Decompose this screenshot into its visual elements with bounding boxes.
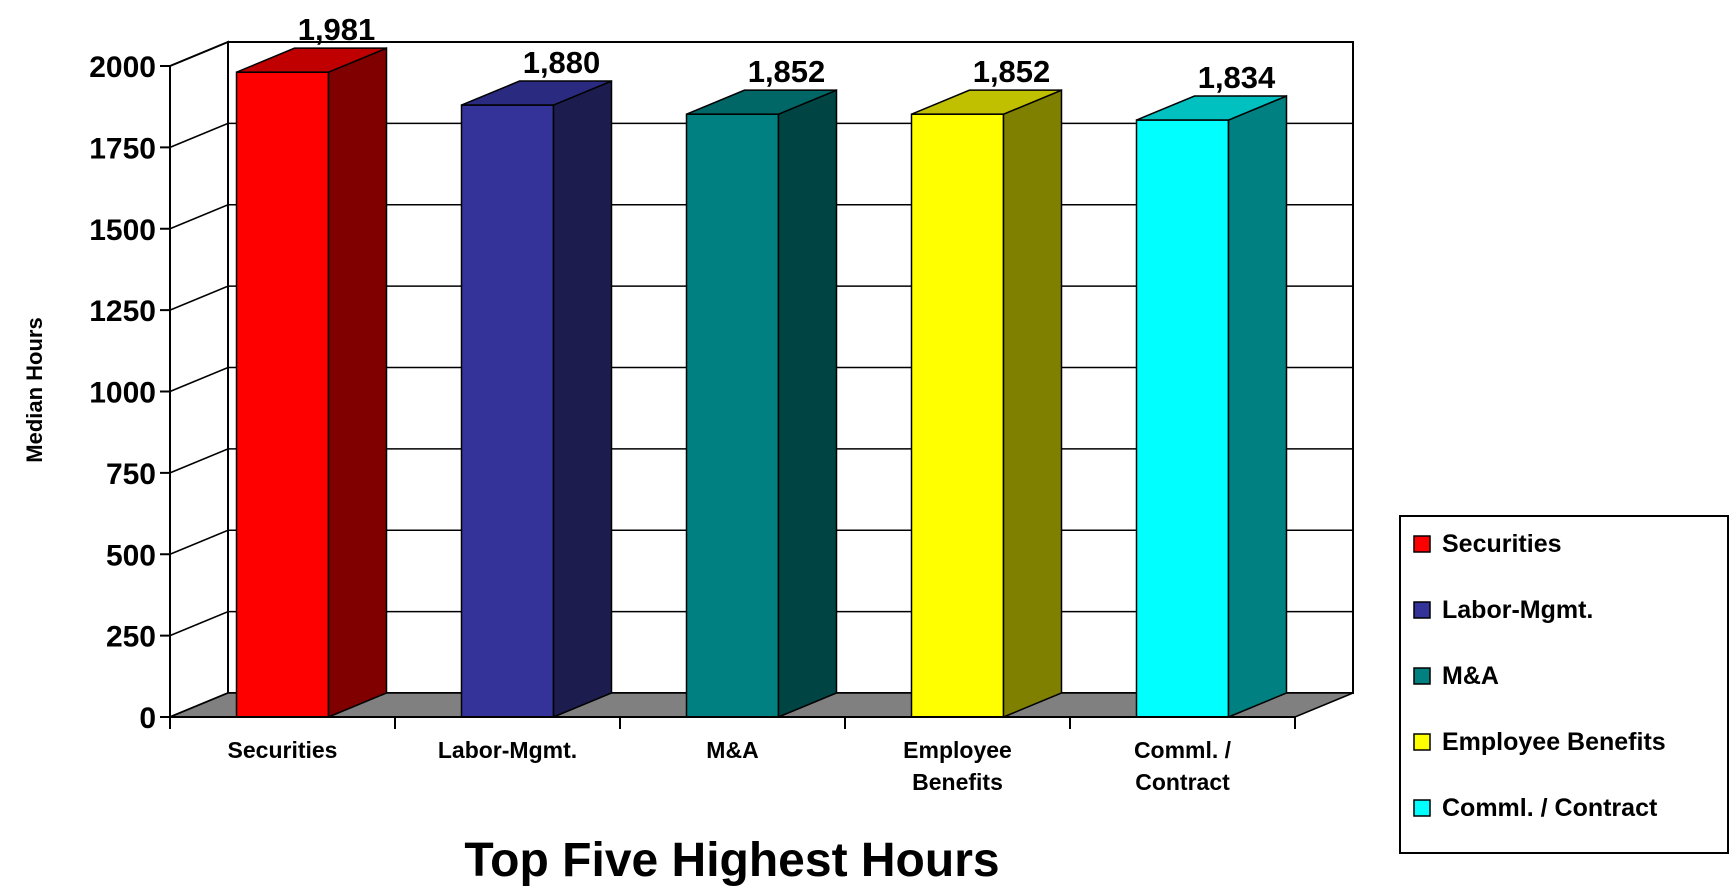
data-label-3: 1,852 xyxy=(748,54,826,89)
x-tick-label-line: Contract xyxy=(1135,769,1230,795)
y-tick-label: 1500 xyxy=(89,214,156,247)
bar-front-3 xyxy=(685,113,780,718)
legend-label-5: Comml. / Contract xyxy=(1442,794,1658,822)
y-tick-labels: 0 250 500 750 1000 1250 1500 1750 2000 xyxy=(89,51,156,735)
bar-top-4 xyxy=(911,89,1062,115)
y-tick-label: 250 xyxy=(106,621,156,654)
chart-title: Top Five Highest Hours xyxy=(464,834,999,887)
bar-top-5 xyxy=(1136,95,1287,121)
bar-front-4 xyxy=(910,113,1005,718)
legend-label-2: Labor-Mgmt. xyxy=(1442,596,1593,624)
legend-swatch-4 xyxy=(1413,733,1431,751)
data-label-4: 1,852 xyxy=(973,54,1051,89)
legend-label-1: Securities xyxy=(1442,530,1562,558)
x-tick-label-5: Comml. / Contract xyxy=(1134,737,1232,795)
legend-swatch-1 xyxy=(1413,535,1431,553)
bar-top-3 xyxy=(686,89,837,115)
x-tick-label-line: Comml. / xyxy=(1134,737,1232,763)
bar-side-4 xyxy=(1002,89,1063,719)
x-tick-label-line: Employee xyxy=(903,737,1012,763)
bar-side-1 xyxy=(327,47,388,719)
y-tick-label: 0 xyxy=(139,702,156,735)
data-label-2: 1,880 xyxy=(523,45,601,80)
legend-label-3: M&A xyxy=(1442,662,1499,690)
x-tick-label-line: Labor-Mgmt. xyxy=(438,737,577,763)
x-tick-label-1: Securities xyxy=(228,737,338,763)
x-tick-label-4: Employee Benefits xyxy=(903,737,1012,795)
legend-box xyxy=(1399,515,1729,854)
bar-front-1 xyxy=(235,71,330,718)
bar-side-2 xyxy=(552,79,613,719)
legend-swatch-2 xyxy=(1413,601,1431,619)
bar-side-3 xyxy=(777,89,838,719)
bar-front-2 xyxy=(460,104,555,718)
gridline xyxy=(169,41,1353,67)
data-label-1: 1,981 xyxy=(298,12,376,47)
legend-swatch-5 xyxy=(1413,799,1431,817)
bar-top-2 xyxy=(461,80,612,106)
data-labels: 1,981 1,880 1,852 1,852 1,834 xyxy=(298,12,1276,95)
x-tick-label-line: Benefits xyxy=(912,769,1003,795)
x-tick-label-2: Labor-Mgmt. xyxy=(438,737,577,763)
y-tick-label: 2000 xyxy=(89,51,156,84)
x-tick-label-line: Securities xyxy=(228,737,338,763)
axes xyxy=(160,65,1296,729)
y-tick-label: 1250 xyxy=(89,295,156,328)
legend: Securities Labor-Mgmt. M&A Employee Benefit… xyxy=(1399,515,1729,854)
y-tick-label: 1750 xyxy=(89,132,156,165)
y-tick-label: 1000 xyxy=(89,377,156,410)
bar-front-5 xyxy=(1135,119,1230,718)
legend-label-4: Employee Benefits xyxy=(1442,728,1666,756)
x-tick-labels: Securities Labor-Mgmt. M&A Employee Benefits… xyxy=(228,737,1232,795)
bar-top-1 xyxy=(236,47,387,73)
y-tick-label: 500 xyxy=(106,539,156,572)
x-tick-label-3: M&A xyxy=(706,737,758,763)
data-label-5: 1,834 xyxy=(1198,60,1276,95)
bars xyxy=(235,47,1288,719)
legend-swatch-3 xyxy=(1413,667,1431,685)
y-axis-title: Median Hours xyxy=(22,317,47,462)
x-tick-label-line: M&A xyxy=(706,737,758,763)
bar-side-5 xyxy=(1227,94,1288,719)
y-tick-label: 750 xyxy=(106,458,156,491)
